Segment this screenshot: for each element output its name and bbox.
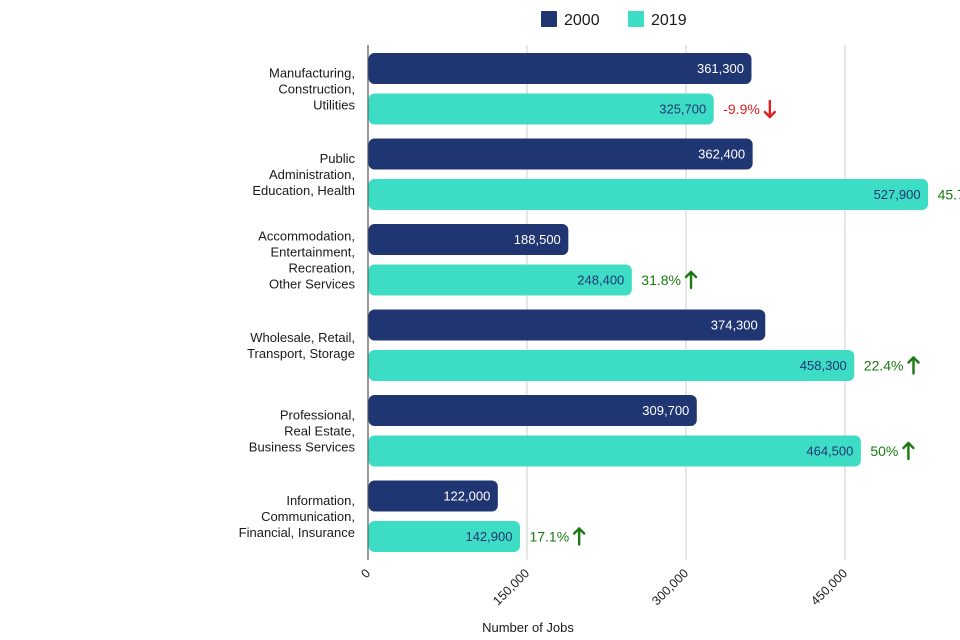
arrow-up-icon — [902, 441, 915, 461]
x-tick-label: 300,000 — [649, 566, 691, 608]
bar-value-label: 361,300 — [697, 61, 744, 76]
legend-label-2019: 2019 — [651, 12, 687, 29]
bars-group: 361,300 325,700 -9.9% 362,400 527,900 45.7% 18… — [368, 53, 960, 552]
legend-label-2000: 2000 — [564, 12, 600, 29]
bar-2000 — [368, 224, 569, 255]
bar-2000 — [368, 309, 766, 341]
bar-value-label: 374,300 — [711, 318, 758, 333]
arrow-down-icon — [763, 99, 777, 119]
bar-value-label: 142,900 — [465, 529, 512, 544]
category-label: Professional, Real Estate, Business Servic… — [249, 407, 356, 454]
bar-2019 — [368, 264, 632, 296]
category-label: Wholesale, Retail, Transport, Storage — [247, 330, 355, 361]
y-axis: Manufacturing, Construction, Utilities Publ… — [239, 65, 356, 540]
bar-value-label: 458,300 — [800, 358, 847, 373]
arrow-up-icon — [572, 527, 586, 546]
bar-value-label: 362,400 — [698, 147, 745, 162]
change-percent-label: 31.8% — [641, 272, 681, 288]
bar-2019 — [368, 521, 520, 552]
bar-2019 — [368, 435, 861, 467]
bar-value-label: 122,000 — [443, 489, 490, 504]
change-percent-label: 22.4% — [864, 358, 904, 374]
bar-2019 — [368, 179, 929, 210]
bar-value-label: 464,500 — [806, 444, 853, 459]
x-tick-label: 0 — [358, 566, 373, 581]
change-percent-label: 45.7% — [938, 187, 960, 203]
x-axis-title: Number of Jobs — [482, 620, 574, 635]
category-label: Accommodation, Entertainment, Recreation, O… — [258, 228, 355, 291]
category-label: Public Administration, Education, Health — [252, 151, 355, 198]
legend: 2000 2019 — [541, 11, 687, 29]
bar-2000 — [368, 138, 753, 170]
bar-2000 — [368, 53, 752, 84]
category-label: Information, Communication, Financial, Ins… — [239, 493, 355, 540]
change-percent-label: 17.1% — [529, 529, 569, 545]
arrow-up-icon — [907, 356, 920, 375]
x-tick-label: 150,000 — [490, 566, 532, 608]
change-percent-label: -9.9% — [723, 101, 760, 117]
gridlines — [367, 45, 846, 560]
bar-value-label: 325,700 — [659, 102, 706, 117]
bar-value-label: 188,500 — [514, 232, 561, 247]
bar-value-label: 309,700 — [642, 403, 689, 418]
category-label: Manufacturing, Construction, Utilities — [269, 65, 355, 112]
arrow-up-icon — [684, 270, 698, 290]
bar-2019 — [368, 350, 855, 381]
bar-2019 — [368, 93, 714, 125]
bar-2000 — [368, 395, 697, 426]
legend-swatch-2019 — [628, 11, 644, 27]
legend-swatch-2000 — [541, 11, 557, 27]
change-percent-label: 50% — [870, 443, 898, 459]
bar-value-label: 248,400 — [577, 273, 624, 288]
bar-value-label: 527,900 — [874, 187, 921, 202]
bar-2000 — [368, 480, 498, 512]
x-tick-label: 450,000 — [808, 566, 850, 608]
